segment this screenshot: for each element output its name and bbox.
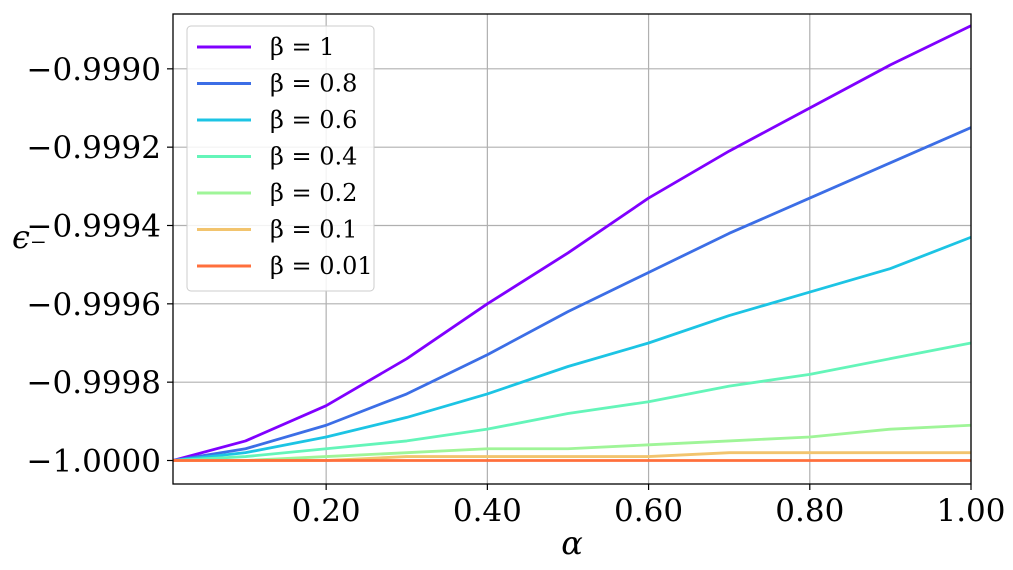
plot-frame xyxy=(172,13,972,485)
x-axis-label: α xyxy=(561,524,583,562)
legend-box xyxy=(186,25,375,292)
x-tick-label: 1.00 xyxy=(936,493,1005,529)
x-axis-ticks: 0.20 0.40 0.60 0.80 1.00 xyxy=(292,484,1006,529)
x-tick-label: 0.80 xyxy=(775,493,844,529)
series-line xyxy=(172,341,972,462)
x-tick-label: 0.20 xyxy=(292,493,361,529)
y-tick-label: −0.9998 xyxy=(27,365,161,401)
legend-label: β = 0.1 xyxy=(270,216,357,244)
y-axis-label: ϵ₋ xyxy=(12,218,47,256)
y-tick-label: −0.9990 xyxy=(27,52,161,88)
x-tick-label: 0.60 xyxy=(614,493,683,529)
y-tick-label: −1.0000 xyxy=(27,444,161,480)
series-lines xyxy=(172,24,972,462)
y-tick-label: −0.9992 xyxy=(27,130,161,166)
legend-label: β = 0.4 xyxy=(270,143,357,171)
y-tick-label: −0.9994 xyxy=(27,209,161,245)
legend-label: β = 0.01 xyxy=(270,252,373,280)
legend-label: β = 0.2 xyxy=(270,179,357,207)
series-line xyxy=(172,126,972,462)
x-tick-label: 0.40 xyxy=(453,493,522,529)
series-line xyxy=(173,423,972,462)
series-line xyxy=(172,235,972,462)
legend-label: β = 0.8 xyxy=(270,70,357,98)
y-tick-label: −0.9996 xyxy=(27,287,161,323)
legend-label: β = 1 xyxy=(270,33,335,61)
y-axis-ticks: −1.0000 −0.9998 −0.9996 −0.9994 −0.9992 −0.99… xyxy=(27,52,173,480)
legend: β = 1 β = 0.8 β = 0.6 β = 0.4 β = 0.2 β = 0.1… xyxy=(186,25,375,292)
series-line xyxy=(172,24,972,462)
legend-label: β = 0.6 xyxy=(270,106,357,134)
